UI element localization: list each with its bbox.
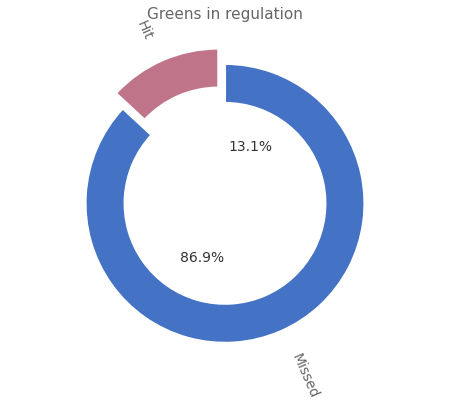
Text: Hit: Hit <box>133 18 154 42</box>
Title: Greens in regulation: Greens in regulation <box>147 7 303 22</box>
Text: Missed: Missed <box>289 351 321 400</box>
Wedge shape <box>116 49 218 121</box>
Text: 86.9%: 86.9% <box>180 250 224 264</box>
Wedge shape <box>86 65 365 343</box>
Text: 13.1%: 13.1% <box>228 139 272 153</box>
